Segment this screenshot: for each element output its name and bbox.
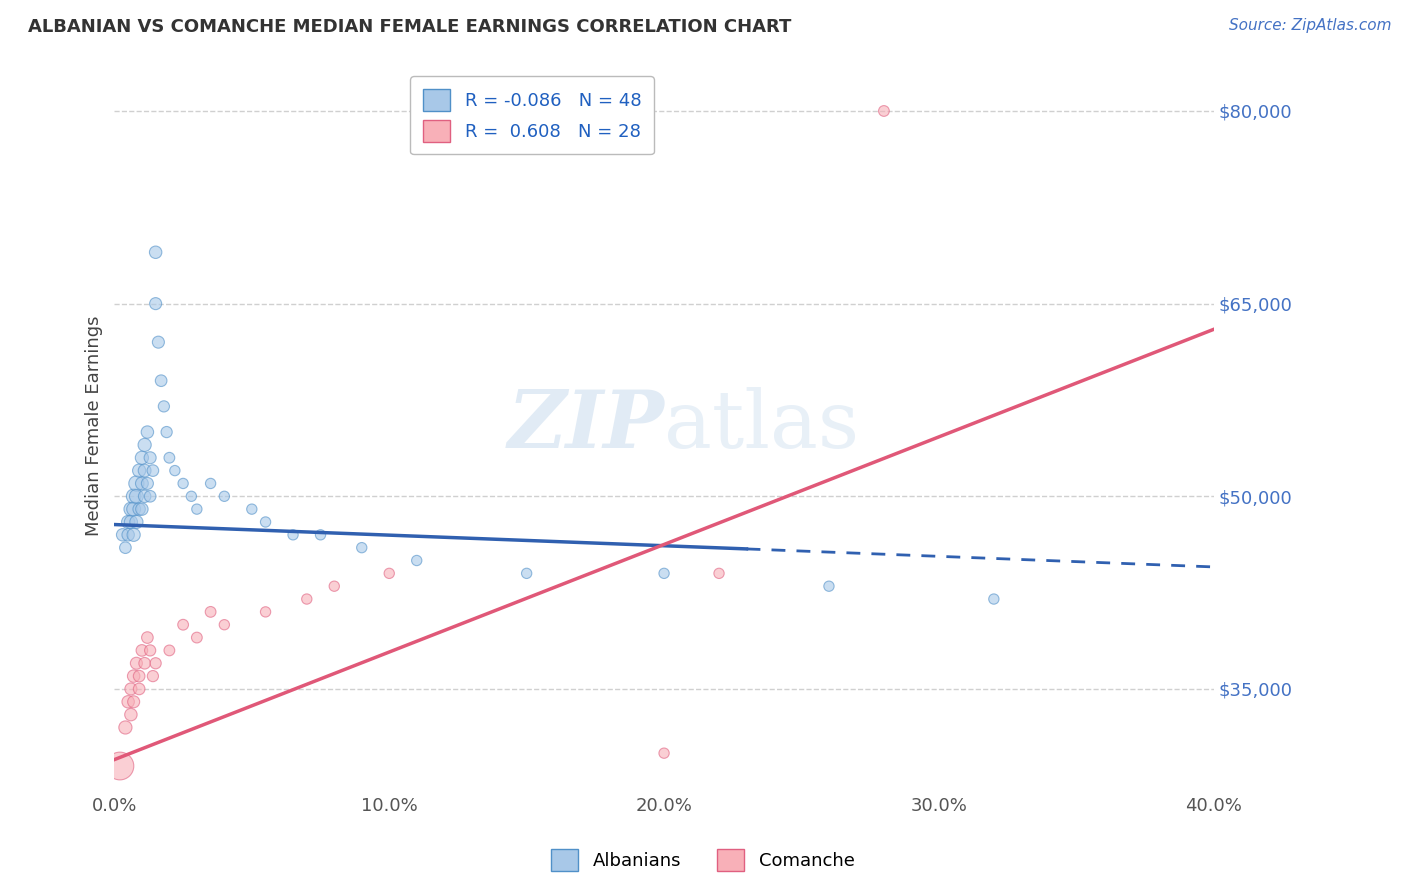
- Point: [145, 245, 167, 260]
- Legend: R = -0.086   N = 48, R =  0.608   N = 28: R = -0.086 N = 48, R = 0.608 N = 28: [411, 76, 654, 154]
- Point: [350, 541, 373, 555]
- Point: [156, 425, 179, 439]
- Point: [134, 464, 156, 478]
- Point: [180, 489, 202, 503]
- Point: [131, 450, 153, 465]
- Point: [186, 502, 208, 516]
- Point: [122, 502, 145, 516]
- Point: [120, 502, 142, 516]
- Text: atlas: atlas: [664, 386, 859, 465]
- Point: [295, 592, 318, 607]
- Point: [309, 528, 332, 542]
- Point: [125, 657, 148, 671]
- Point: [134, 657, 156, 671]
- Point: [136, 476, 159, 491]
- Point: [378, 566, 401, 581]
- Point: [122, 489, 145, 503]
- Point: [818, 579, 841, 593]
- Point: [125, 515, 148, 529]
- Point: [111, 528, 134, 542]
- Point: [652, 746, 675, 760]
- Point: [142, 464, 165, 478]
- Point: [139, 450, 162, 465]
- Point: [128, 669, 150, 683]
- Y-axis label: Median Female Earnings: Median Female Earnings: [86, 316, 103, 536]
- Point: [200, 476, 222, 491]
- Point: [134, 438, 156, 452]
- Point: [136, 631, 159, 645]
- Point: [200, 605, 222, 619]
- Point: [128, 502, 150, 516]
- Point: [148, 335, 170, 350]
- Point: [157, 450, 180, 465]
- Point: [172, 476, 194, 491]
- Point: [131, 502, 153, 516]
- Point: [128, 464, 150, 478]
- Point: [125, 476, 148, 491]
- Point: [186, 631, 208, 645]
- Point: [516, 566, 538, 581]
- Point: [117, 695, 139, 709]
- Point: [214, 489, 236, 503]
- Point: [254, 515, 277, 529]
- Point: [145, 296, 167, 310]
- Point: [131, 476, 153, 491]
- Point: [145, 657, 167, 671]
- Point: [281, 528, 304, 542]
- Point: [172, 617, 194, 632]
- Point: [240, 502, 263, 516]
- Point: [122, 695, 145, 709]
- Point: [136, 425, 159, 439]
- Point: [120, 681, 142, 696]
- Point: [873, 103, 896, 118]
- Point: [983, 592, 1005, 607]
- Legend: Albanians, Comanche: Albanians, Comanche: [544, 842, 862, 879]
- Point: [652, 566, 675, 581]
- Point: [122, 669, 145, 683]
- Point: [134, 489, 156, 503]
- Point: [254, 605, 277, 619]
- Point: [120, 707, 142, 722]
- Point: [114, 721, 136, 735]
- Point: [128, 681, 150, 696]
- Text: Source: ZipAtlas.com: Source: ZipAtlas.com: [1229, 18, 1392, 33]
- Point: [117, 515, 139, 529]
- Point: [122, 528, 145, 542]
- Point: [139, 643, 162, 657]
- Point: [125, 489, 148, 503]
- Point: [163, 464, 186, 478]
- Point: [323, 579, 346, 593]
- Point: [114, 541, 136, 555]
- Point: [150, 374, 173, 388]
- Text: ALBANIAN VS COMANCHE MEDIAN FEMALE EARNINGS CORRELATION CHART: ALBANIAN VS COMANCHE MEDIAN FEMALE EARNI…: [28, 18, 792, 36]
- Point: [214, 617, 236, 632]
- Point: [117, 528, 139, 542]
- Point: [153, 400, 176, 414]
- Point: [405, 553, 427, 567]
- Point: [707, 566, 730, 581]
- Point: [157, 643, 180, 657]
- Point: [142, 669, 165, 683]
- Text: ZIP: ZIP: [508, 387, 664, 465]
- Point: [120, 515, 142, 529]
- Point: [131, 643, 153, 657]
- Point: [108, 759, 131, 773]
- Point: [139, 489, 162, 503]
